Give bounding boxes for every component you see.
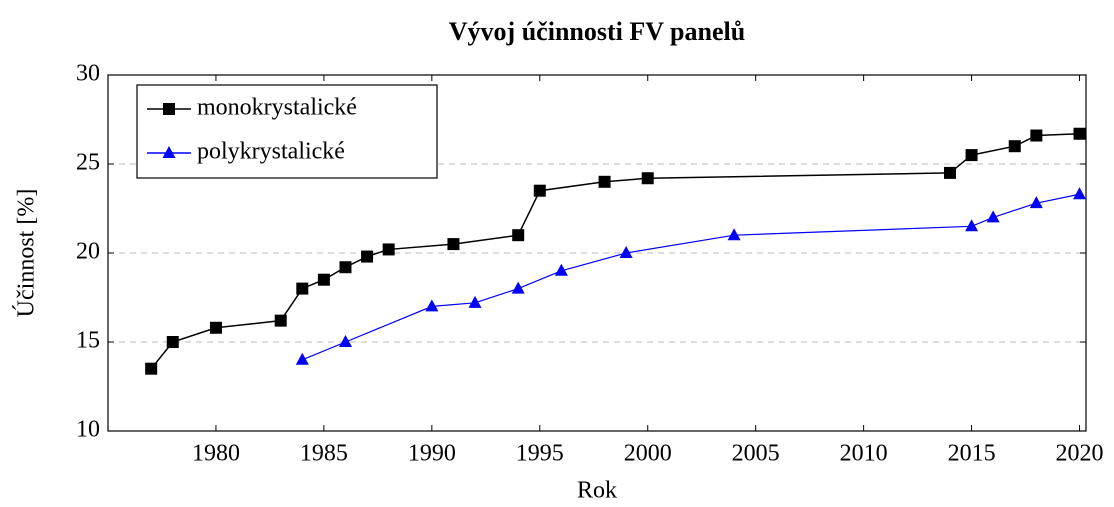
- marker: [641, 172, 654, 185]
- marker: [511, 281, 525, 294]
- marker: [447, 238, 460, 251]
- x-tick-label: 2020: [1056, 441, 1104, 467]
- marker: [965, 219, 979, 232]
- marker: [943, 166, 956, 179]
- marker: [166, 336, 179, 348]
- marker: [145, 362, 158, 375]
- x-tick-label: 1990: [408, 441, 456, 467]
- marker: [295, 352, 309, 365]
- legend-marker: [162, 146, 176, 158]
- x-tick-label: 1980: [192, 441, 240, 467]
- marker: [209, 321, 222, 334]
- legend-label: polykrystalické: [197, 139, 345, 165]
- marker: [986, 210, 1000, 223]
- y-tick-label: 30: [76, 61, 100, 87]
- x-axis-label: Rok: [577, 478, 617, 504]
- chart-title: Vývoj účinnosti FV panelů: [449, 17, 745, 46]
- marker: [339, 261, 352, 274]
- marker: [361, 250, 374, 263]
- marker: [1073, 187, 1087, 200]
- marker: [619, 246, 633, 258]
- marker: [554, 263, 568, 276]
- y-tick-label: 10: [76, 417, 100, 443]
- series-line: [302, 193, 1080, 361]
- marker: [533, 184, 546, 197]
- y-tick-label: 15: [76, 328, 100, 354]
- marker: [512, 229, 525, 242]
- marker: [965, 149, 978, 162]
- x-tick-label: 1995: [516, 441, 564, 467]
- y-tick-label: 25: [76, 150, 100, 176]
- marker: [1030, 129, 1043, 142]
- marker: [274, 314, 287, 327]
- marker: [1029, 196, 1043, 209]
- marker: [598, 175, 611, 188]
- y-axis-label: Účinnost [%]: [13, 189, 40, 318]
- y-tick-label: 20: [76, 239, 100, 265]
- x-tick-label: 1985: [300, 441, 348, 467]
- marker: [1008, 140, 1021, 153]
- marker: [338, 335, 352, 347]
- marker: [317, 273, 330, 286]
- marker: [468, 295, 482, 308]
- marker: [425, 299, 439, 312]
- plot-frame: [107, 74, 1087, 432]
- x-tick-label: 2010: [840, 441, 888, 467]
- marker: [296, 282, 309, 295]
- legend-label: monokrystalické: [197, 95, 357, 121]
- x-tick-label: 2000: [624, 441, 672, 467]
- marker: [382, 243, 395, 256]
- marker: [727, 228, 741, 241]
- x-tick-label: 2015: [948, 441, 996, 467]
- x-tick-label: 2005: [732, 441, 780, 467]
- legend-box: [136, 84, 438, 179]
- legend-marker: [163, 103, 175, 115]
- marker: [1073, 127, 1086, 140]
